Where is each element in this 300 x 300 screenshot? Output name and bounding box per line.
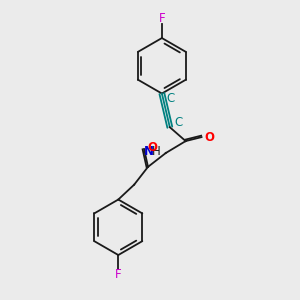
Text: H: H — [152, 146, 161, 158]
Text: C: C — [167, 92, 175, 105]
Text: N: N — [144, 146, 154, 158]
Text: O: O — [147, 140, 157, 154]
Text: F: F — [115, 268, 122, 281]
Text: C: C — [175, 116, 183, 129]
Text: F: F — [159, 12, 165, 25]
Text: O: O — [204, 130, 214, 144]
